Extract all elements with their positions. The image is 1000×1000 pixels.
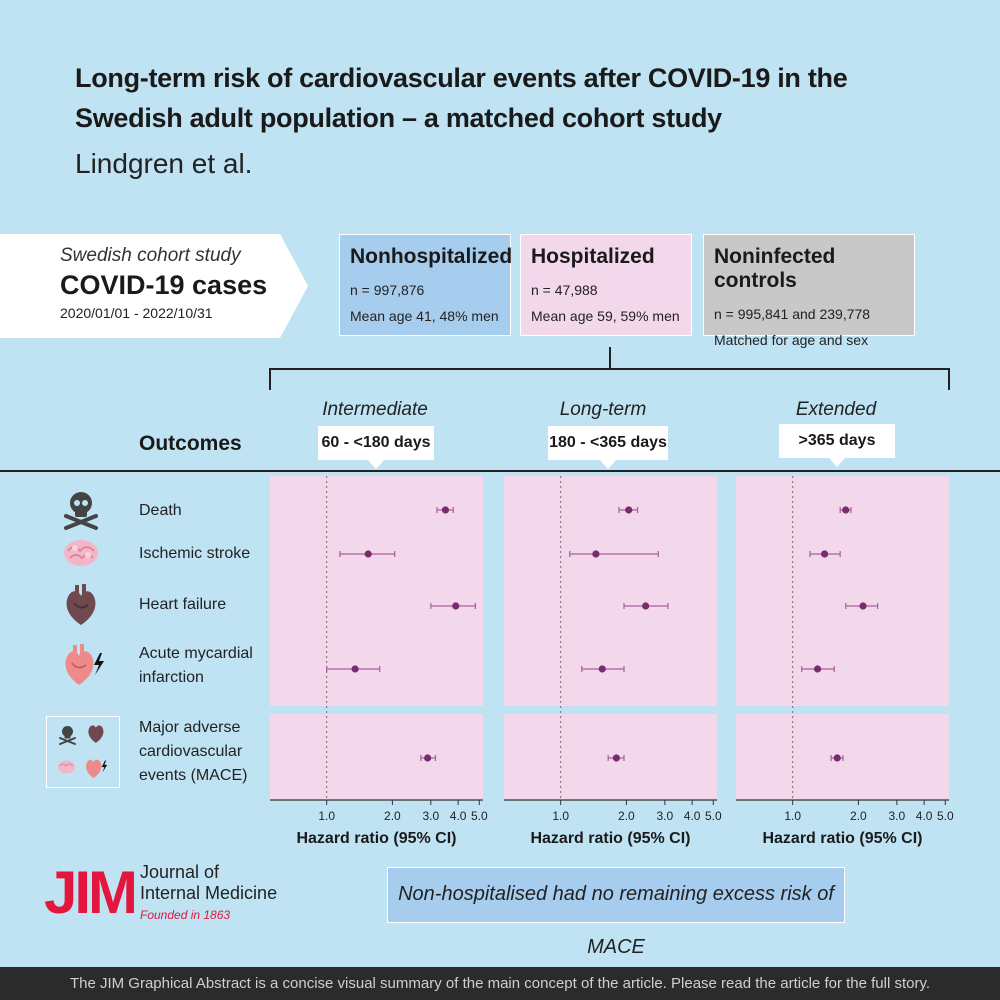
outcome-label-ami-line1: Acute mycardial xyxy=(139,645,253,662)
x-tick-label-intermediate: 1.0 xyxy=(318,809,335,823)
group-name: Noninfected controls xyxy=(714,245,836,292)
group-name: Hospitalized xyxy=(531,245,655,268)
group-demographics: Mean age 59, 59% men xyxy=(531,308,680,324)
x-tick-label-extended: 1.0 xyxy=(784,809,801,823)
outcome-label-mace-line2: cardiovascular xyxy=(139,743,243,760)
period-extended-label: Extended xyxy=(795,399,877,420)
hr-point-intermediate-0 xyxy=(441,506,450,514)
hr-point-intermediate-2 xyxy=(452,602,460,610)
hr-point-intermediate-1 xyxy=(364,550,372,558)
x-tick-label-intermediate: 5.0 xyxy=(471,809,488,823)
x-tick-label-long-term: 3.0 xyxy=(657,809,674,823)
outcome-label-mace-line3: events (MACE) xyxy=(139,767,248,784)
bracket-bar xyxy=(269,368,950,370)
outcome-label-mace: Major adverse cardiovascular events (MAC… xyxy=(139,716,247,788)
title-line-1: Long-term risk of cardiovascular events … xyxy=(75,63,848,93)
group-demographics: Matched for age and sex xyxy=(714,332,869,348)
bracket-left-end xyxy=(269,368,271,390)
brain-icon xyxy=(64,540,98,566)
hr-point-extended-1 xyxy=(820,550,829,558)
outcome-label-heart-failure: Heart failure xyxy=(139,596,227,613)
cohort-cases-label: COVID-19 cases xyxy=(60,270,268,300)
group-n: n = 47,988 xyxy=(531,282,598,298)
outcome-label-mace-line1: Major adverse xyxy=(139,719,241,736)
heart-icon xyxy=(66,584,96,625)
jim-logo: JIM xyxy=(44,859,138,926)
journal-name-line1: Journal of xyxy=(140,862,220,882)
xaxis-title-extended: Hazard ratio (95% CI) xyxy=(762,830,923,847)
panel-intermediate-outcomes-bg xyxy=(270,476,483,706)
group-nonhospitalized: Nonhospitalized n = 997,876 Mean age 41,… xyxy=(339,234,513,336)
bracket-right-end xyxy=(948,368,950,390)
mace-composite-icon xyxy=(46,716,120,788)
hr-point-extended-0 xyxy=(842,506,850,514)
outcome-label-ami-line2: infarction xyxy=(139,669,204,686)
x-tick-label-long-term: 5.0 xyxy=(705,809,722,823)
bracket-stem xyxy=(609,347,611,369)
x-tick-label-intermediate: 3.0 xyxy=(423,809,440,823)
period-intermediate-range: 60 - <180 days xyxy=(318,426,434,469)
authors: Lindgren et al. xyxy=(75,148,253,179)
group-n: n = 995,841 and 239,778 xyxy=(714,306,871,322)
period-long-term-range: 180 - <365 days xyxy=(548,426,668,469)
panel-intermediate-mace-bg xyxy=(270,714,483,800)
journal-name: Journal of Internal Medicine xyxy=(140,862,277,904)
xaxis-title-long-term: Hazard ratio (95% CI) xyxy=(530,830,691,847)
key-finding-note: Non-hospitalised had no remaining excess… xyxy=(387,867,845,958)
panel-long-term-outcomes-bg xyxy=(504,476,717,706)
forest-plot: 1.0 2.0 3.0 4.0 5.0 1.0 2.0 3.0 4.0 5.0 1.0 2.0 3.0 4… xyxy=(270,476,954,823)
hr-point-intermediate-3 xyxy=(351,665,359,673)
x-tick-label-extended: 3.0 xyxy=(889,809,906,823)
group-noninfected-controls: Noninfected controls n = 995,841 and 239… xyxy=(703,234,915,348)
hr-point-long-term-3 xyxy=(598,665,606,673)
cohort-arrow-box xyxy=(0,234,308,338)
x-tick-label-long-term: 2.0 xyxy=(618,809,635,823)
hr-point-intermediate-4 xyxy=(424,754,432,762)
outcome-label-death: Death xyxy=(139,502,182,519)
journal-name-line2: Internal Medicine xyxy=(140,883,278,903)
panel-long-term-mace-bg xyxy=(504,714,717,800)
period-extended-range: >365 days xyxy=(779,424,895,467)
panel-extended-outcomes-bg xyxy=(736,476,949,706)
journal-founded: Founded in 1863 xyxy=(140,908,231,922)
group-name: Nonhospitalized xyxy=(350,245,513,268)
hr-point-extended-3 xyxy=(813,665,822,673)
hr-point-extended-4 xyxy=(833,754,841,762)
period-intermediate-label: Intermediate xyxy=(322,399,428,420)
mace-icon-grid xyxy=(58,725,108,779)
group-hospitalized: Hospitalized n = 47,988 Mean age 59, 59%… xyxy=(520,234,692,336)
x-tick-label-extended: 2.0 xyxy=(850,809,867,823)
x-tick-label-extended: 4.0 xyxy=(916,809,933,823)
outcomes-header: Outcomes xyxy=(139,432,242,455)
hr-point-long-term-0 xyxy=(625,506,633,514)
group-n: n = 997,876 xyxy=(350,282,425,298)
hr-point-long-term-1 xyxy=(592,550,600,558)
period-long-term-label: Long-term xyxy=(559,399,647,420)
xaxis-title-intermediate: Hazard ratio (95% CI) xyxy=(296,830,457,847)
x-tick-label-intermediate: 4.0 xyxy=(450,809,467,823)
hr-point-long-term-2 xyxy=(642,602,650,610)
x-tick-label-long-term: 1.0 xyxy=(552,809,569,823)
outcome-label-ami: Acute mycardial infarction xyxy=(139,642,253,690)
hr-point-extended-2 xyxy=(859,602,867,610)
group-demographics: Mean age 41, 48% men xyxy=(350,308,499,324)
cohort-study-label: Swedish cohort study xyxy=(60,245,241,266)
title-line-2: Swedish adult population – a matched coh… xyxy=(75,103,722,133)
cohort-dates: 2020/01/01 - 2022/10/31 xyxy=(60,305,213,321)
footer-disclaimer: The JIM Graphical Abstract is a concise … xyxy=(0,967,1000,1000)
x-tick-label-intermediate: 2.0 xyxy=(384,809,401,823)
hr-point-long-term-4 xyxy=(612,754,621,762)
outcome-label-ischemic-stroke: Ischemic stroke xyxy=(139,545,251,562)
x-tick-label-extended: 5.0 xyxy=(937,809,954,823)
header-divider xyxy=(0,470,1000,472)
x-tick-label-long-term: 4.0 xyxy=(684,809,701,823)
skull-crossbones-icon xyxy=(64,492,98,530)
heart-lightning-icon xyxy=(65,644,104,685)
